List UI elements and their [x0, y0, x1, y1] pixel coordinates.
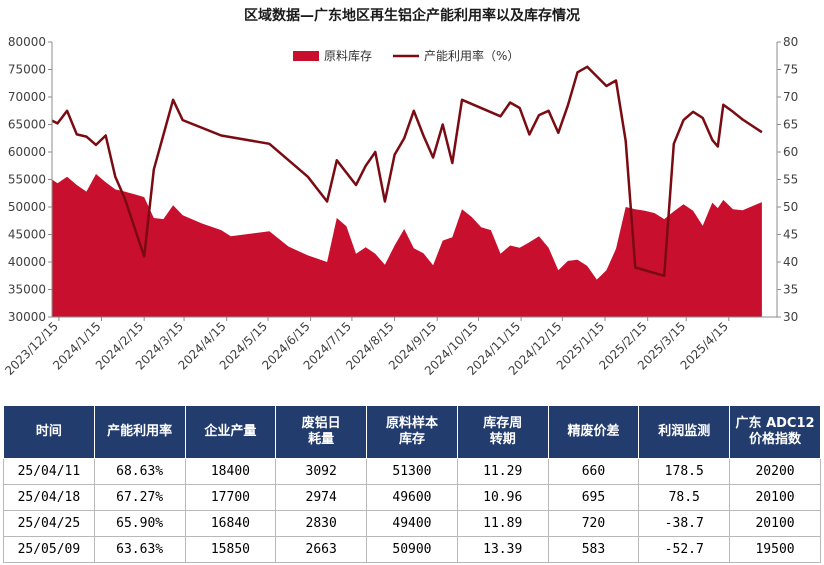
- table-row: 25/04/25 65.90% 16840 2830 49400 11.89 720 -38.…: [3, 510, 821, 537]
- chart-title: 区域数据—广东地区再生铝企产能利用率以及库存情况: [244, 7, 580, 24]
- table-cell: 15850: [184, 536, 277, 563]
- table-header-text: 价格指数: [749, 432, 802, 447]
- table-cell: 17700: [184, 484, 277, 511]
- y-left-tick-label: 75000: [8, 63, 46, 77]
- table-header-cell: 库存周 转期: [456, 405, 549, 459]
- table-cell: 25/04/11: [3, 458, 95, 485]
- data-table-container: 时间 产能利用率 企业产量 废铝日 耗量 原料样本 库存 库存周 转期 精废价差 利润监测 广东 AD…: [3, 405, 821, 563]
- table-cell: 10.96: [456, 484, 549, 511]
- table-body: 25/04/11 68.63% 18400 3092 51300 11.29 660 178.…: [3, 458, 821, 563]
- table-cell: 2663: [275, 536, 368, 563]
- y-right-tick-label: 70: [783, 90, 798, 104]
- table-header-text: 产能利用率: [107, 424, 173, 439]
- chart: 区域数据—广东地区再生铝企产能利用率以及库存情况 原料库存 产能利用率（%） 3…: [2, 7, 798, 378]
- table-header-cell: 企业产量: [184, 405, 277, 459]
- y-left-tick-label: 70000: [8, 90, 46, 104]
- table-row: 25/04/11 68.63% 18400 3092 51300 11.29 660 178.…: [3, 458, 821, 485]
- y-left-tick-label: 50000: [8, 200, 46, 214]
- table-cell: 11.29: [456, 458, 549, 485]
- table-cell: 13.39: [456, 536, 549, 563]
- y-right-tick-label: 40: [783, 255, 798, 269]
- y-left-tick-label: 55000: [8, 173, 46, 187]
- y-left-tick-label: 65000: [8, 118, 46, 132]
- table-header-cell: 原料样本 库存: [366, 405, 458, 459]
- table-row: 25/04/18 67.27% 17700 2974 49600 10.96 695 78.5…: [3, 484, 821, 511]
- table-cell: 20100: [729, 484, 821, 511]
- y-right-tick-label: 45: [783, 228, 798, 242]
- table-cell: 65.90%: [93, 510, 186, 537]
- table-cell: 20100: [729, 510, 821, 537]
- table-cell: 11.89: [456, 510, 549, 537]
- table-header-text: 废铝日: [301, 416, 341, 431]
- y-left-tick-label: 40000: [8, 255, 46, 269]
- y-right-tick-label: 50: [783, 200, 798, 214]
- table-header-text: 企业产量: [204, 424, 257, 439]
- table-cell: -38.7: [638, 510, 731, 537]
- line-series-utilization: [51, 65, 763, 278]
- table-cell: 25/04/25: [3, 510, 95, 537]
- table-header-cell: 广东 ADC12 价格指数: [729, 405, 821, 459]
- table-header-text: 利润监测: [658, 424, 711, 439]
- y-left-tick-label: 30000: [8, 310, 46, 324]
- table-cell: 2974: [275, 484, 368, 511]
- y-left-tick-label: 60000: [8, 145, 46, 159]
- table-cell: 18400: [184, 458, 277, 485]
- table-header-cell: 废铝日 耗量: [275, 405, 368, 459]
- table-header-cell: 产能利用率: [93, 405, 186, 459]
- table-cell: 3092: [275, 458, 368, 485]
- x-tick-label: 2023/12/15: [2, 319, 61, 378]
- table-header-row: 时间 产能利用率 企业产量 废铝日 耗量 原料样本 库存 库存周 转期 精废价差 利润监测 广东 AD…: [3, 405, 821, 459]
- table-cell: 720: [547, 510, 640, 537]
- legend-label-utilization: 产能利用率（%）: [424, 48, 519, 63]
- y-right-tick-label: 65: [783, 118, 798, 132]
- table-header-text: 转期: [489, 432, 516, 447]
- y-left-tick-label: 45000: [8, 228, 46, 242]
- table-cell: 178.5: [638, 458, 731, 485]
- table-header-text: 原料样本: [385, 416, 438, 431]
- table-cell: -52.7: [638, 536, 731, 563]
- legend: 原料库存 产能利用率（%）: [293, 48, 519, 63]
- y-right-tick-label: 75: [783, 63, 798, 77]
- table-cell: 49600: [366, 484, 458, 511]
- table-cell: 68.63%: [93, 458, 186, 485]
- table-cell: 49400: [366, 510, 458, 537]
- area-series-inventory: [52, 174, 762, 317]
- table-cell: 25/05/09: [3, 536, 95, 563]
- table-cell: 63.63%: [93, 536, 186, 563]
- table-header-text: 库存周: [483, 416, 523, 431]
- table-cell: 16840: [184, 510, 277, 537]
- table-header-text: 精废价差: [567, 424, 620, 439]
- table-cell: 2830: [275, 510, 368, 537]
- table-header-cell: 时间: [3, 405, 95, 459]
- y-right-tick-label: 30: [783, 310, 798, 324]
- table-cell: 78.5: [638, 484, 731, 511]
- y-left-tick-label: 80000: [8, 35, 46, 49]
- table-cell: 660: [547, 458, 640, 485]
- plot-area: [51, 65, 763, 317]
- table-cell: 25/04/18: [3, 484, 95, 511]
- legend-swatch-inventory: [293, 51, 319, 61]
- table-cell: 67.27%: [93, 484, 186, 511]
- table-header-text: 耗量: [308, 432, 335, 447]
- table-header-text: 广东 ADC12: [735, 416, 815, 431]
- table-cell: 50900: [366, 536, 458, 563]
- table-header-cell: 利润监测: [638, 405, 731, 459]
- y-left-tick-label: 35000: [8, 283, 46, 297]
- y-right-tick-label: 60: [783, 145, 798, 159]
- table-cell: 20200: [729, 458, 821, 485]
- table-cell: 583: [547, 536, 640, 563]
- table-header-text: 时间: [35, 424, 62, 439]
- table-row: 25/05/09 63.63% 15850 2663 50900 13.39 583 -52.…: [3, 536, 821, 563]
- y-right-tick-label: 80: [783, 35, 798, 49]
- table-cell: 19500: [729, 536, 821, 563]
- table-header-cell: 精废价差: [547, 405, 640, 459]
- table-header-text: 库存: [398, 432, 425, 447]
- table-cell: 695: [547, 484, 640, 511]
- legend-label-inventory: 原料库存: [324, 48, 372, 63]
- table-cell: 51300: [366, 458, 458, 485]
- data-table: 时间 产能利用率 企业产量 废铝日 耗量 原料样本 库存 库存周 转期 精废价差 利润监测 广东 AD…: [3, 405, 821, 563]
- y-right-tick-label: 35: [783, 283, 798, 297]
- y-right-tick-label: 55: [783, 173, 798, 187]
